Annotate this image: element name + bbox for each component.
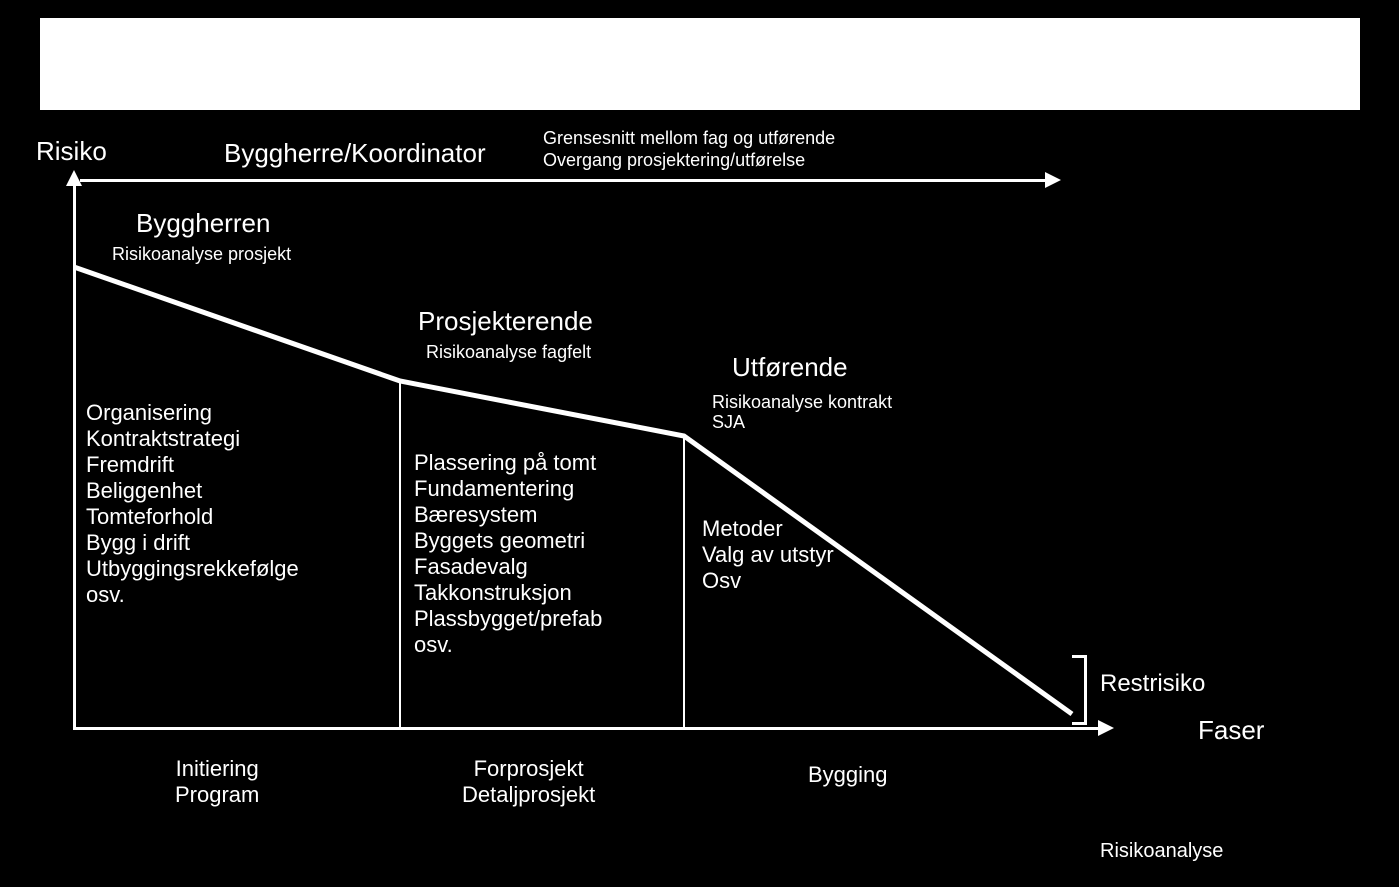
phase-1-line2: Program — [175, 782, 259, 808]
list-col2: Plassering på tomtFundamenteringBæresyst… — [414, 450, 602, 658]
phase-2-line1: Forprosjekt — [462, 756, 595, 782]
divider-1 — [399, 381, 401, 728]
list-item: Byggets geometri — [414, 528, 602, 554]
phase-1-line1: Initiering — [175, 756, 259, 782]
list-item: Plassbygget/prefab — [414, 606, 602, 632]
list-item: osv. — [86, 582, 299, 608]
list-item: Fasadevalg — [414, 554, 602, 580]
list-item: Takkonstruksjon — [414, 580, 602, 606]
footer-label: Risikoanalyse — [1100, 840, 1223, 863]
phase-3-line1: Bygging — [808, 762, 888, 788]
list-item: Utbyggingsrekkefølge — [86, 556, 299, 582]
list-item: Beliggenhet — [86, 478, 299, 504]
list-item: Plassering på tomt — [414, 450, 602, 476]
list-item: Tomteforhold — [86, 504, 299, 530]
list-item: Organisering — [86, 400, 299, 426]
list-item: Fremdrift — [86, 452, 299, 478]
list-item: Metoder — [702, 516, 834, 542]
divider-2 — [683, 436, 685, 728]
phase-2-line2: Detaljprosjekt — [462, 782, 595, 808]
list-item: osv. — [414, 632, 602, 658]
list-item: Osv — [702, 568, 834, 594]
list-item: Bæresystem — [414, 502, 602, 528]
list-item: Bygg i drift — [86, 530, 299, 556]
list-col3: MetoderValg av utstyrOsv — [702, 516, 834, 594]
restrisiko-label: Restrisiko — [1100, 670, 1205, 698]
phase-2: Forprosjekt Detaljprosjekt — [462, 756, 595, 808]
list-col1: OrganiseringKontraktstrategiFremdriftBel… — [86, 400, 299, 608]
restrisiko-bracket — [1072, 655, 1088, 725]
list-item: Valg av utstyr — [702, 542, 834, 568]
phase-1: Initiering Program — [175, 756, 259, 808]
list-item: Kontraktstrategi — [86, 426, 299, 452]
phase-3: Bygging — [808, 762, 888, 788]
list-item: Fundamentering — [414, 476, 602, 502]
